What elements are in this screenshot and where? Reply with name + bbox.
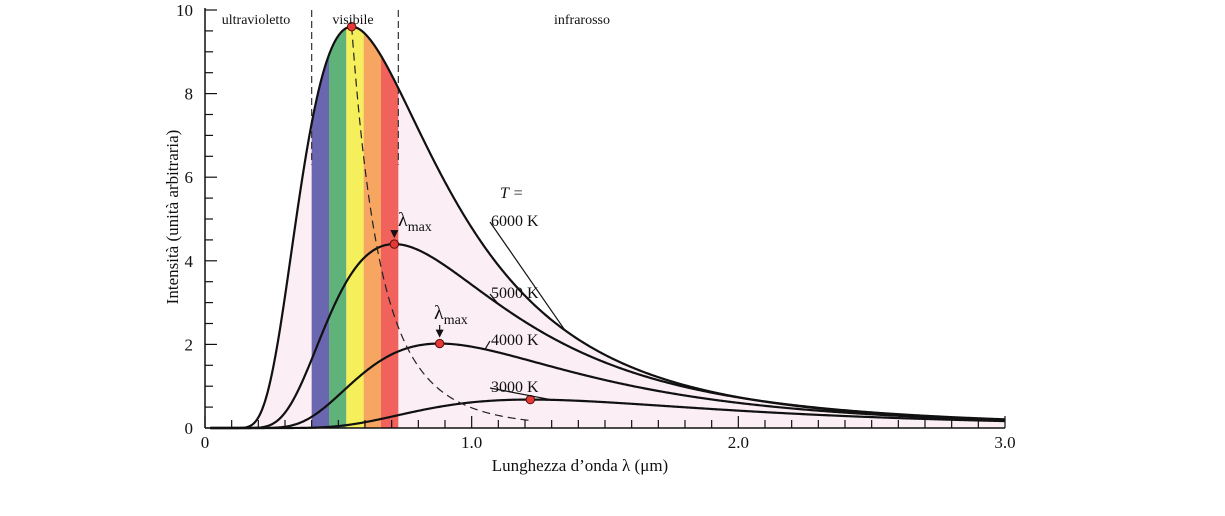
y-axis-title: Intensità (unità arbitraria) — [163, 130, 182, 305]
x-axis-title: Lunghezza d’onda λ (μm) — [492, 456, 668, 475]
x-tick-label-1: 1.0 — [461, 433, 482, 452]
y-tick-label-4: 8 — [185, 85, 194, 104]
visible-band-2 — [329, 26, 347, 428]
wien-displacement-line — [351, 26, 531, 422]
labels-layer: ultravioletto visibile infrarosso T = 60… — [163, 13, 668, 475]
axes-layer: 0 1.0 2.0 3.0 0 2 4 6 8 10 — [176, 1, 1016, 452]
curves-layer — [210, 22, 1006, 430]
leader-line-3000 — [489, 387, 552, 401]
series-label-5000: 5000 K — [491, 285, 539, 302]
lambda-max-arrowhead-1 — [390, 230, 399, 239]
leader-line-6000 — [489, 221, 566, 331]
leader-line-4000 — [484, 340, 491, 350]
series-label-3000: 3000 K — [491, 379, 539, 396]
series-line-4000 — [210, 342, 1006, 430]
visible-band-5 — [381, 26, 399, 428]
area-under-curve — [210, 26, 1005, 428]
series-label-4000: 4000 K — [491, 332, 539, 349]
leader-line-5000 — [489, 293, 499, 305]
y-tick-label-3: 6 — [185, 168, 194, 187]
peak-marker-5000 — [389, 239, 400, 249]
lambda-max-label-1: λmax — [398, 209, 432, 235]
x-tick-label-3: 3.0 — [994, 433, 1015, 452]
visible-band-1 — [311, 26, 329, 428]
y-tick-label-2: 4 — [185, 252, 194, 271]
region-label-infrared: infrarosso — [554, 13, 610, 28]
region-label-visible: visibile — [332, 13, 373, 28]
fill-layer — [210, 26, 1005, 428]
region-label-ultraviolet: ultravioletto — [222, 13, 290, 28]
x-tick-label-0: 0 — [201, 433, 210, 452]
visible-band-3 — [346, 26, 364, 428]
visible-band-4 — [363, 26, 381, 428]
x-tick-label-2: 2.0 — [728, 433, 749, 452]
lambda-max-label-2: λmax — [434, 302, 468, 328]
lambda-max-arrowhead-2 — [435, 329, 444, 338]
peak-marker-4000 — [434, 338, 445, 349]
y-tick-label-5: 10 — [176, 1, 193, 20]
series-label-6000: 6000 K — [491, 213, 539, 230]
y-tick-label-1: 2 — [185, 335, 194, 354]
peak-marker-6000 — [346, 22, 357, 32]
series-line-5000 — [210, 242, 1006, 430]
temperature-prefix: T = — [500, 185, 523, 202]
series-line-3000 — [210, 398, 1006, 430]
y-tick-label-0: 0 — [185, 419, 194, 438]
